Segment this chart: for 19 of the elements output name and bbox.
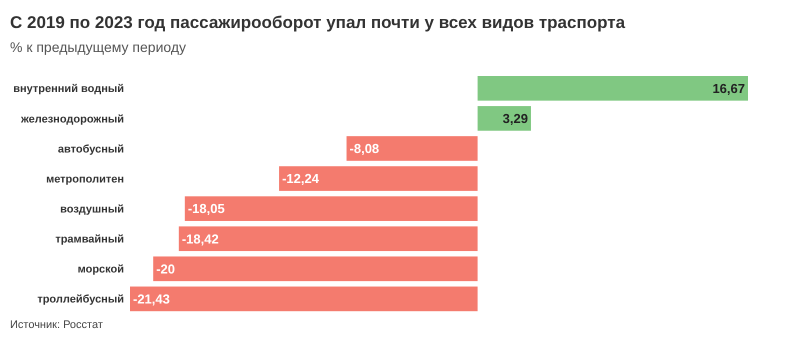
data-label: -21,43 xyxy=(133,291,170,306)
data-label: -18,05 xyxy=(188,201,225,216)
y-tick-label: внутренний водный xyxy=(13,83,124,96)
data-label: 16,67 xyxy=(712,80,745,96)
text: Источник: Росстат xyxy=(10,319,103,331)
y-tick-label: железнодорожный xyxy=(20,113,124,126)
y-tick-label: воздушный xyxy=(60,203,124,216)
data-label: -20 xyxy=(156,261,175,276)
y-tick-label: троллейбусный xyxy=(37,294,124,306)
data-label: -12,24 xyxy=(282,171,320,186)
chart-title: С 2019 по 2023 год пассажирооборот упал почти у всех видов траспорта xyxy=(10,13,626,32)
chart-subtitle: % к предыдущему периоду xyxy=(10,39,186,55)
y-tick-label: автобусный xyxy=(58,143,124,156)
y-tick-label: трамвайный xyxy=(55,234,124,246)
data-label: -8,08 xyxy=(350,141,380,156)
y-tick-label: морской xyxy=(78,264,124,276)
data-label: -18,42 xyxy=(182,231,219,246)
data-label: 3,29 xyxy=(502,110,528,126)
y-tick-label: метрополитен xyxy=(46,173,124,186)
